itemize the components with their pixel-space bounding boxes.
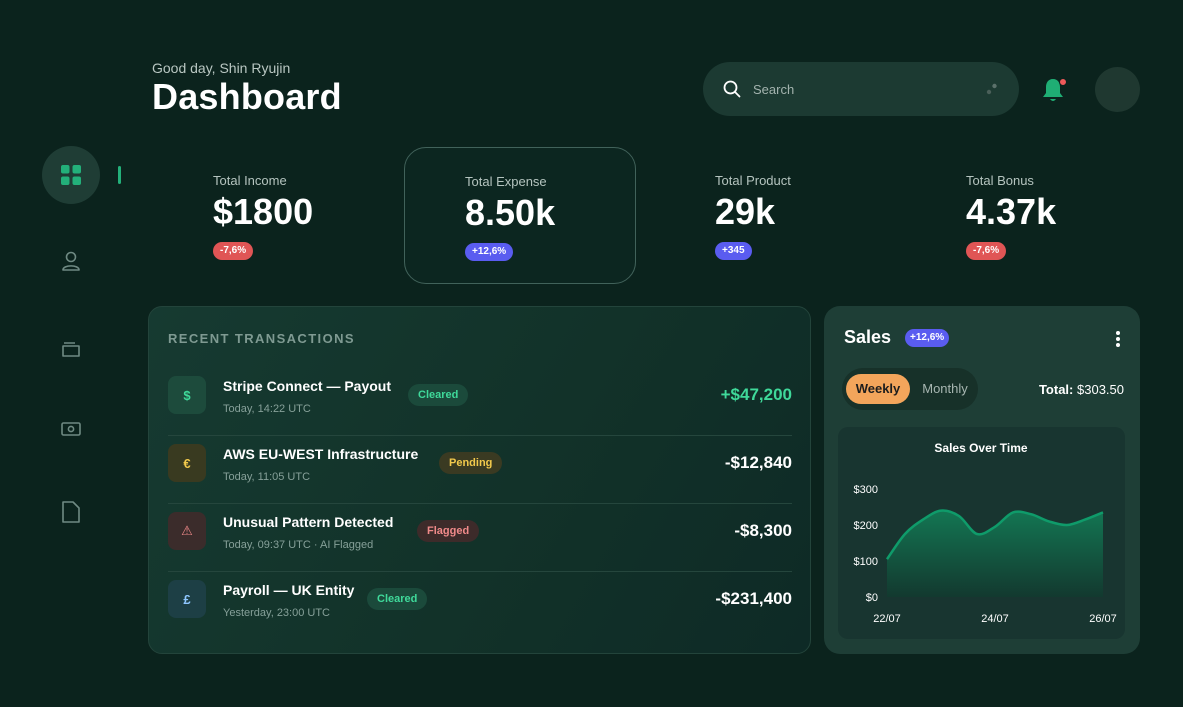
stat-label: Total Bonus [966,173,1034,188]
sales-panel: Sales +12,6% Weekly Monthly Total: $303.… [824,306,1140,654]
x-tick-label: 24/07 [981,613,1009,625]
y-tick-label: $300 [854,484,878,496]
sidebar-item-dashboard[interactable] [42,146,100,204]
status-badge: Pending [439,452,503,474]
stat-value: $1800 [213,191,314,232]
recent-transactions-panel: RECENT TRANSACTIONS $ Stripe Connect — P… [148,306,811,654]
y-tick-label: $100 [854,556,878,568]
sales-chart-svg: Sales Over Time $0 $100 $200 $300 22/07 24/07 2… [854,441,1117,625]
stat-label: Total Product [715,173,791,188]
transaction-time: Yesterday, 23:00 UTC [223,607,331,619]
notification-bell[interactable] [1040,76,1070,106]
document-icon [62,501,80,523]
sales-area [887,510,1103,597]
transaction-name: Stripe Connect — Payout [223,378,392,394]
chart-title: Sales Over Time [934,441,1027,455]
stat-value: 29k [715,191,776,232]
sales-total-value: $303.50 [1077,382,1124,397]
search-bar[interactable] [703,62,1019,116]
pound-icon: £ [168,580,206,618]
stat-value: 4.37k [966,191,1057,232]
stat-card-total-product[interactable]: Total Product 29k +345 [655,147,887,284]
page-title: Dashboard [152,76,342,117]
status-badge: Cleared [367,588,428,610]
transaction-amount: +$47,200 [720,385,792,404]
period-toggle: Weekly Monthly [842,368,978,410]
active-nav-indicator [118,166,121,184]
sales-chart: Sales Over Time $0 $100 $200 $300 22/07 24/07 2… [838,427,1125,639]
sidebar-item-payments[interactable] [42,400,100,458]
stat-card-total-expense[interactable]: Total Expense 8.50k +12,6% [404,147,636,284]
tab-weekly[interactable]: Weekly [846,374,910,404]
sidebar-item-users[interactable] [42,232,100,290]
cash-icon [61,422,81,436]
stat-label: Total Income [213,173,287,188]
transaction-amount: -$8,300 [734,521,792,540]
warning-icon: ⚠ [168,512,206,550]
tab-monthly[interactable]: Monthly [922,381,968,396]
user-icon [62,251,80,271]
table-row[interactable]: € AWS EU-WEST Infrastructure Today, 11:0… [168,436,792,504]
status-badge: Cleared [408,384,469,406]
wallet-icon [62,342,80,357]
transaction-time: Today, 11:05 UTC [223,471,311,483]
stat-change-badge: -7,6% [213,242,254,260]
more-options-icon[interactable] [1113,330,1123,348]
stat-change-badge: +345 [715,242,752,260]
transaction-name: AWS EU-WEST Infrastructure [223,446,419,462]
avatar[interactable] [1095,67,1140,112]
bell-icon [1043,79,1063,101]
euro-icon: € [168,444,206,482]
transaction-time: Today, 09:37 UTC · AI Flagged [223,539,374,551]
y-tick-label: $0 [866,592,878,604]
sidebar-item-documents[interactable] [42,483,100,541]
transaction-name: Payroll — UK Entity [223,582,355,598]
stat-value: 8.50k [465,192,556,233]
status-badge: Flagged [417,520,480,542]
transaction-amount: -$231,400 [715,589,792,608]
transaction-name: Unusual Pattern Detected [223,514,394,530]
greeting-text: Good day, Shin Ryujin [152,60,291,76]
dollar-icon: $ [168,376,206,414]
table-row[interactable]: $ Stripe Connect — Payout Today, 14:22 U… [168,368,792,436]
sidebar [0,0,140,707]
search-icon [723,80,741,98]
stat-card-total-bonus[interactable]: Total Bonus 4.37k -7,6% [906,147,1138,284]
stat-change-badge: -7,6% [966,242,1007,260]
grid-icon [61,165,81,185]
stat-label: Total Expense [465,174,547,189]
table-row[interactable]: ⚠ Unusual Pattern Detected Today, 09:37 … [168,504,792,572]
y-tick-label: $200 [854,520,878,532]
transactions-title: RECENT TRANSACTIONS [168,331,355,346]
x-tick-label: 22/07 [873,613,901,625]
search-input[interactable] [753,81,973,97]
loading-spinner-icon [986,83,997,95]
notification-dot [1059,78,1067,86]
sidebar-item-wallet[interactable] [42,320,100,378]
sales-change-badge: +12,6% [905,329,950,347]
sales-total-label: Total: [1038,382,1074,397]
sales-total: Total: $303.50 [1039,382,1124,397]
stat-card-total-income[interactable]: Total Income $1800 -7,6% [153,147,385,284]
transaction-amount: -$12,840 [724,453,792,472]
table-row[interactable]: £ Payroll — UK Entity Yesterday, 23:00 U… [168,572,792,640]
sales-title: Sales [844,327,892,347]
sales-line [885,509,1104,560]
stat-change-badge: +12,6% [465,243,514,261]
transaction-time: Today, 14:22 UTC [223,403,311,415]
x-tick-label: 26/07 [1089,613,1117,625]
